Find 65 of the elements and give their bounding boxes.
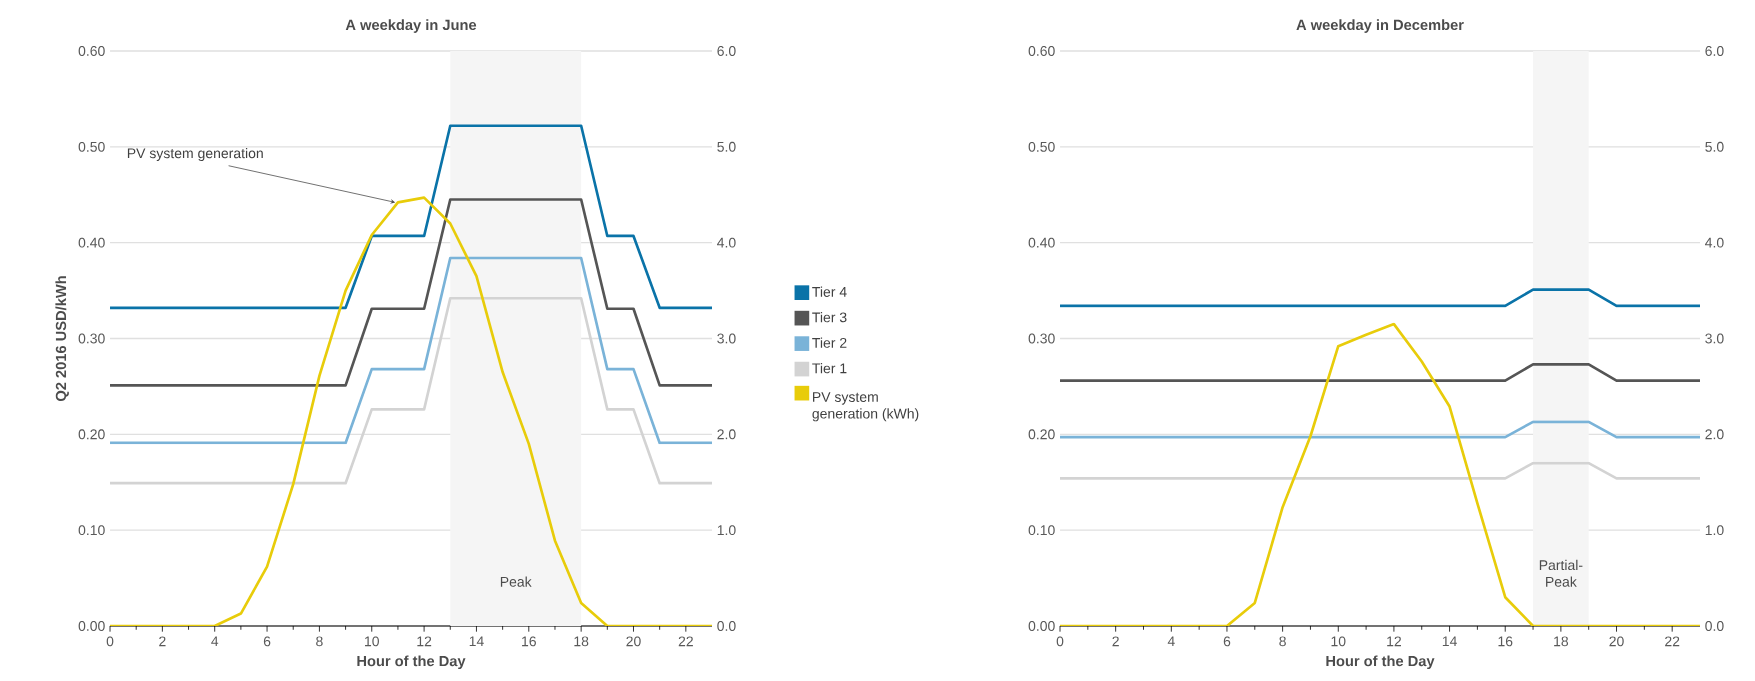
y-tick-label: 0.20 bbox=[78, 429, 105, 440]
y2-tick-label: 4.0 bbox=[717, 237, 736, 248]
chart-title: A weekday in December bbox=[1296, 19, 1464, 33]
x-tick-label: 22 bbox=[678, 636, 693, 647]
legend-label: Tier 4 bbox=[812, 286, 847, 297]
x-tick-label: 8 bbox=[316, 636, 323, 647]
y-tick-label: 0.30 bbox=[1028, 333, 1055, 344]
y2-tick-label: 6.0 bbox=[717, 46, 736, 56]
y-tick-label: 0.60 bbox=[78, 46, 105, 56]
x-tick-label: 10 bbox=[365, 636, 379, 647]
x-tick-label: 20 bbox=[1609, 636, 1624, 647]
y-axis-title: Q2 2016 USD/kWh bbox=[55, 276, 69, 402]
y2-tick-label: 0.0 bbox=[1705, 621, 1724, 631]
x-tick-label: 8 bbox=[1279, 636, 1286, 647]
y2-tick-label: 1.0 bbox=[717, 525, 736, 536]
y-tick-label: 0.30 bbox=[78, 333, 105, 344]
y-tick-label: 0.40 bbox=[78, 237, 105, 248]
legend-label: Tier 3 bbox=[812, 312, 847, 323]
x-tick-label: 2 bbox=[159, 636, 166, 647]
x-tick-label: 18 bbox=[574, 636, 589, 647]
y-tick-label: 0.00 bbox=[78, 621, 105, 631]
x-tick-label: 14 bbox=[469, 636, 484, 647]
x-tick-label: 0 bbox=[1056, 636, 1064, 647]
x-tick-label: 0 bbox=[106, 636, 114, 647]
y-tick-label: 0.60 bbox=[1028, 46, 1055, 56]
y-tick-label: 0.50 bbox=[78, 141, 105, 152]
x-tick-label: 12 bbox=[417, 636, 432, 647]
y2-tick-label: 5.0 bbox=[1705, 141, 1724, 152]
x-tick-label: 6 bbox=[1223, 636, 1231, 647]
y-tick-label: 0.50 bbox=[1028, 141, 1055, 152]
x-tick-label: 22 bbox=[1665, 636, 1680, 647]
band-label: Partial-Peak bbox=[1539, 559, 1583, 587]
x-tick-label: 6 bbox=[263, 636, 271, 647]
legend-label: Tier 2 bbox=[812, 337, 847, 348]
x-tick-label: 4 bbox=[1167, 636, 1175, 647]
y-tick-label: 0.10 bbox=[78, 525, 105, 536]
x-tick-label: 10 bbox=[1331, 636, 1346, 647]
x-tick-label: 16 bbox=[1498, 636, 1513, 647]
x-tick-label: 18 bbox=[1554, 636, 1569, 647]
x-tick-label: 14 bbox=[1442, 636, 1457, 647]
x-tick-label: 12 bbox=[1387, 636, 1401, 647]
x-axis-title: Hour of the Day bbox=[1326, 655, 1435, 670]
y-tick-label: 0.20 bbox=[1028, 429, 1055, 440]
x-tick-label: 20 bbox=[626, 636, 641, 647]
y2-tick-label: 6.0 bbox=[1705, 46, 1724, 56]
y2-tick-label: 2.0 bbox=[1705, 429, 1724, 440]
chart-title: A weekday in June bbox=[345, 19, 477, 33]
y-tick-label: 0.00 bbox=[1028, 621, 1055, 631]
y2-tick-label: 2.0 bbox=[717, 429, 736, 440]
y2-tick-label: 0.0 bbox=[717, 621, 736, 631]
y-tick-label: 0.40 bbox=[1028, 237, 1055, 248]
y2-tick-label: 1.0 bbox=[1705, 525, 1724, 536]
y-tick-label: 0.10 bbox=[1028, 525, 1055, 536]
x-tick-label: 4 bbox=[211, 636, 219, 647]
x-axis-title: Hour of the Day bbox=[357, 655, 466, 670]
legend-label: PV system generation (kWh) bbox=[812, 392, 919, 422]
y2-tick-label: 4.0 bbox=[1705, 237, 1724, 248]
x-tick-label: 16 bbox=[522, 636, 536, 647]
y2-tick-label: 3.0 bbox=[1705, 333, 1724, 344]
band-label: Peak bbox=[500, 576, 532, 587]
x-tick-label: 2 bbox=[1112, 636, 1119, 647]
annotation: PV system generation bbox=[127, 147, 263, 162]
y2-tick-label: 3.0 bbox=[717, 333, 736, 344]
y2-tick-label: 5.0 bbox=[717, 141, 736, 152]
legend-label: Tier 1 bbox=[812, 363, 847, 374]
